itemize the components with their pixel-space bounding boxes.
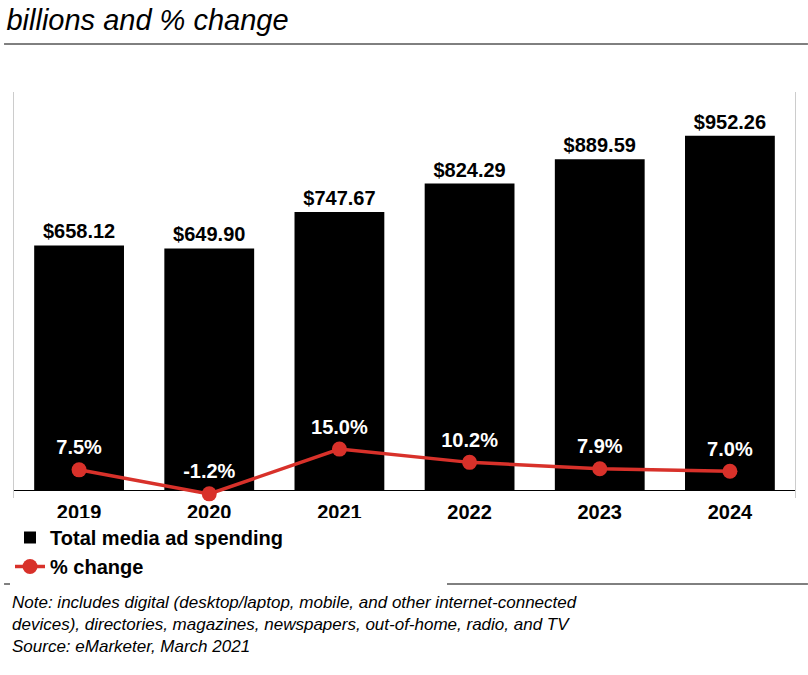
svg-text:$658.12: $658.12 — [43, 220, 115, 242]
svg-text:$824.29: $824.29 — [433, 159, 505, 181]
svg-text:$889.59: $889.59 — [564, 134, 636, 156]
svg-text:2020: 2020 — [187, 501, 232, 523]
svg-text:2022: 2022 — [447, 501, 492, 523]
svg-text:billions and % change: billions and % change — [6, 4, 288, 36]
svg-text:2021: 2021 — [317, 501, 362, 523]
svg-text:Note: includes digital (deskto: Note: includes digital (desktop/laptop, … — [12, 593, 577, 656]
svg-text:% change: % change — [50, 556, 143, 578]
svg-text:2024: 2024 — [708, 501, 753, 523]
svg-text:7.5%: 7.5% — [56, 436, 102, 458]
svg-text:Total media ad spending: Total media ad spending — [50, 527, 283, 549]
svg-text:2019: 2019 — [56, 501, 102, 523]
svg-text:$747.67: $747.67 — [303, 187, 375, 209]
svg-text:7.9%: 7.9% — [577, 435, 623, 457]
svg-text:-1.2%: -1.2% — [183, 460, 235, 482]
svg-text:15.0%: 15.0% — [311, 416, 368, 438]
svg-text:7.0%: 7.0% — [707, 438, 753, 460]
svg-text:$649.90: $649.90 — [173, 223, 245, 245]
svg-text:$952.26: $952.26 — [694, 111, 766, 133]
svg-text:10.2%: 10.2% — [441, 429, 498, 451]
svg-text:2023: 2023 — [578, 501, 623, 523]
